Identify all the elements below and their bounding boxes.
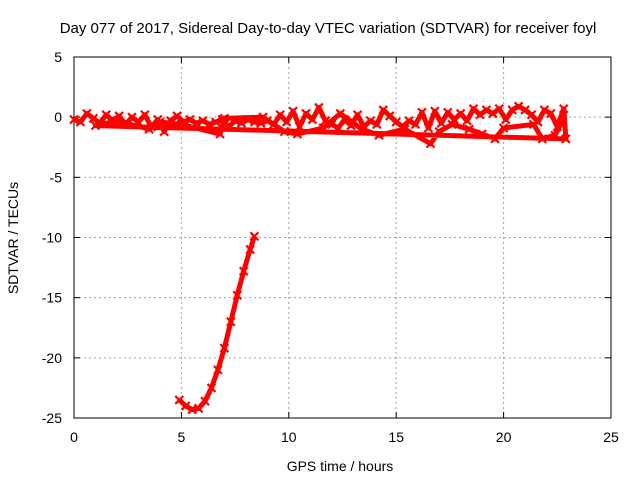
- y-tick-label: -25: [42, 410, 62, 426]
- x-tick-label: 15: [388, 429, 404, 445]
- x-tick-label: 0: [70, 429, 78, 445]
- y-tick-label: -10: [42, 230, 62, 246]
- y-tick-label: -5: [50, 169, 63, 185]
- x-tick-label: 20: [496, 429, 512, 445]
- x-axis-label: GPS time / hours: [287, 458, 394, 474]
- tick-labels: 0 5 10 15 20 25 5 0 -5 -10 -15 -20 -25: [42, 49, 619, 445]
- data-marks: [69, 101, 571, 415]
- series-sdtvar-near-zero-trace: [73, 103, 569, 147]
- y-tick-label: 0: [54, 109, 62, 125]
- x-tick-label: 25: [603, 429, 619, 445]
- y-tick-label: -20: [42, 350, 62, 366]
- y-tick-label: -15: [42, 290, 62, 306]
- y-axis-label: SDTVAR / TECUs: [5, 182, 21, 294]
- x-tick-label: 5: [178, 429, 186, 445]
- series-sdtvar-dip-trace: [177, 235, 257, 413]
- ticks: [73, 56, 612, 419]
- x-tick-label: 10: [281, 429, 297, 445]
- y-tick-label: 5: [54, 49, 62, 65]
- chart-title: Day 077 of 2017, Sidereal Day-to-day VTE…: [60, 20, 597, 37]
